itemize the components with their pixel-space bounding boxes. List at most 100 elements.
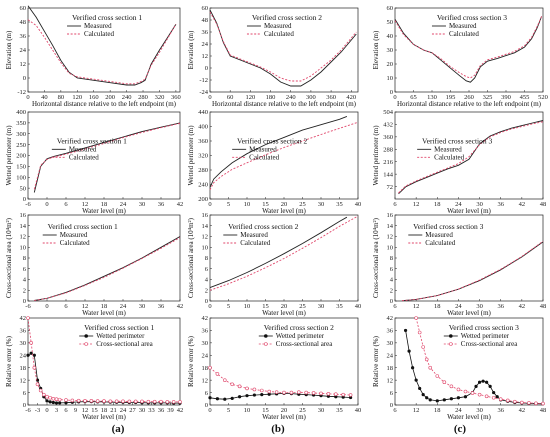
x-tick-label: 200 — [105, 94, 115, 101]
y-axis-label: Wetted perimeter (m) — [372, 125, 380, 186]
y-tick-label: -24 — [199, 89, 208, 96]
data-point-perimeter — [32, 353, 36, 357]
data-point-perimeter — [425, 396, 429, 400]
data-point-perimeter — [463, 395, 468, 399]
x-tick-label: 24 — [120, 303, 127, 310]
x-tick-label: 10 — [244, 201, 251, 208]
x-tick-label: 20 — [281, 303, 288, 310]
x-tick-label: 0 — [45, 303, 48, 310]
legend-marker-area — [263, 342, 268, 346]
y-axis-label: Wetted perimeter (m) — [5, 125, 13, 186]
x-tick-label: 36 — [158, 201, 165, 208]
data-point-perimeter — [260, 393, 264, 397]
x-tick-label: 25 — [299, 303, 306, 310]
legend-label: Cross-sectional area — [461, 340, 518, 348]
legend-label: Measured — [264, 22, 292, 30]
legend-label: Wetted perimeter — [276, 332, 325, 340]
y-tick-label: 6 — [23, 266, 27, 273]
y-tick-label: 12 — [387, 234, 394, 241]
data-point-area — [127, 399, 132, 404]
y-tick-label: 60 — [202, 5, 209, 12]
data-point-area — [146, 399, 151, 404]
y-tick-label: 18 — [202, 365, 209, 372]
y-tick-label: 0 — [390, 402, 393, 409]
x-tick-label: 18 — [434, 407, 441, 414]
x-tick-label: 40 — [355, 303, 362, 310]
y-tick-label: 144 — [383, 171, 394, 178]
data-point-area — [245, 386, 249, 391]
x-tick-label: 10 — [244, 303, 251, 310]
x-tick-label: 360 — [171, 94, 181, 101]
x-tick-label: 24 — [455, 303, 462, 310]
x-tick-label: 42 — [177, 303, 184, 310]
data-point-area — [513, 399, 517, 404]
plot-frame — [394, 111, 544, 200]
x-tick-label: 5 — [227, 201, 230, 208]
x-tick-label: -6 — [25, 303, 31, 310]
x-tick-label: 3 — [55, 407, 58, 414]
y-tick-label: 0 — [23, 75, 26, 82]
y-tick-label: 12 — [20, 61, 27, 68]
x-tick-label: 240 — [122, 94, 132, 101]
series-line-perimeter — [27, 352, 180, 404]
x-tick-label: 120 — [245, 94, 255, 101]
y-axis-label: Wetted perimeter (m) — [187, 125, 195, 186]
data-point-perimeter — [252, 393, 256, 397]
x-tick-label: 5 — [227, 407, 230, 414]
y-tick-label: 432 — [383, 122, 393, 129]
chart-b3: 0 5 10 15 20 25 30 35 40 0 2 4 6 8 10 12 14 16 Water level… — [187, 212, 361, 317]
x-tick-label: 36 — [497, 201, 504, 208]
y-tick-label: 24 — [20, 47, 27, 54]
y-tick-label: 60 — [387, 5, 394, 12]
y-tick-label: 400 — [198, 124, 208, 131]
x-tick-label: 20 — [281, 201, 288, 208]
x-tick-label: 6 — [64, 407, 68, 414]
series-line-calculated — [209, 215, 359, 291]
chart-title: Verified cross section 1 — [72, 13, 142, 22]
series-line-perimeter — [405, 330, 544, 405]
y-tick-label: 6 — [390, 390, 394, 397]
legend-label: Measured — [449, 22, 477, 30]
data-point-perimeter — [492, 390, 496, 395]
data-point-perimeter — [485, 380, 489, 384]
x-tick-label: 42 — [177, 201, 184, 208]
legend-label: Calculated — [84, 30, 114, 38]
x-axis-label: Horizontal distance relative to the left… — [212, 100, 357, 108]
data-point-area — [57, 397, 62, 402]
y-tick-label: 240 — [198, 182, 208, 189]
y-tick-label: 2 — [205, 287, 208, 294]
y-tick-label: 100 — [16, 174, 26, 181]
y-tick-label: 0 — [205, 298, 208, 305]
legend-marker-perimeter — [448, 334, 453, 338]
plot-frame — [209, 7, 359, 93]
data-point-area — [304, 390, 309, 395]
data-point-perimeter — [495, 395, 499, 399]
x-tick-label: 390 — [501, 94, 511, 101]
data-point-perimeter — [48, 400, 52, 404]
legend-label: Calculated — [69, 153, 99, 161]
legend-marker-perimeter — [84, 334, 88, 338]
x-axis-label: Horizontal distance relative to the left… — [397, 100, 542, 108]
y-tick-label: 42 — [20, 315, 27, 322]
data-point-area — [35, 382, 40, 387]
x-tick-label: 36 — [158, 303, 165, 310]
y-tick-label: 60 — [20, 5, 27, 12]
y-tick-label: 8 — [390, 255, 393, 262]
data-point-area — [208, 365, 212, 370]
y-tick-label: 2 — [23, 287, 26, 294]
x-tick-label: -3 — [35, 407, 40, 414]
y-tick-label: 72 — [387, 184, 394, 191]
x-tick-label: 300 — [306, 94, 316, 101]
y-axis-label: Relative error (%) — [372, 335, 380, 387]
y-tick-label: 12 — [387, 377, 394, 384]
series-line-calculated — [398, 121, 544, 194]
y-axis-label: Elevation (m) — [372, 30, 380, 69]
data-point-area — [417, 330, 422, 335]
x-tick-label: 30 — [139, 201, 146, 208]
x-tick-label: 24 — [455, 407, 462, 414]
chart-title: Verified cross section 1 — [84, 323, 154, 332]
y-tick-label: 8 — [205, 255, 208, 262]
series-line-calculated — [33, 122, 181, 190]
data-point-area — [282, 390, 286, 395]
